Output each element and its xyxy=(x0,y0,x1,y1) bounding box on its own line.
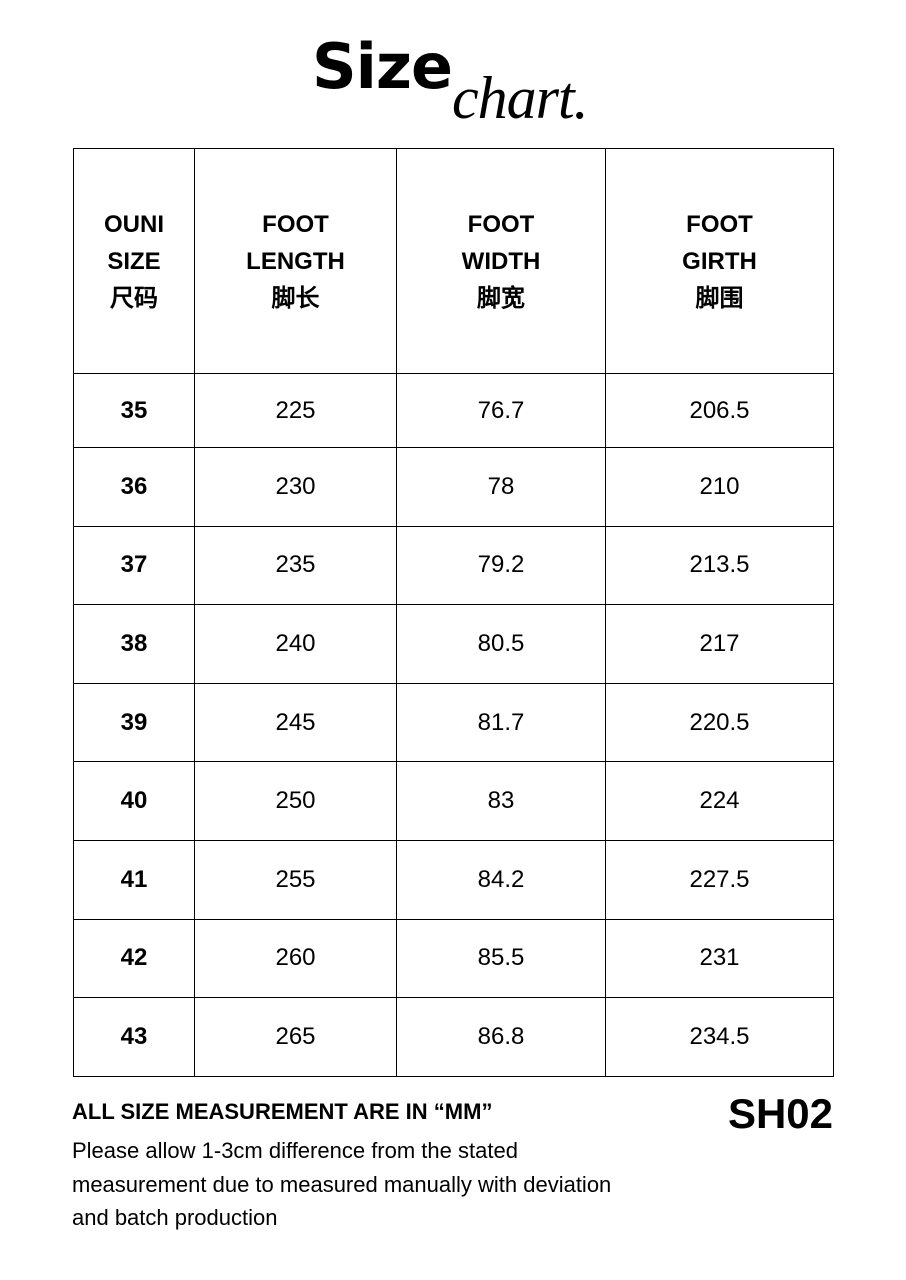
table-row: 36 230 78 210 xyxy=(73,447,834,527)
size-cell: 40 xyxy=(73,761,195,841)
header-line: 脚宽 xyxy=(477,284,525,312)
size-chart-title: Size chart. xyxy=(0,0,906,140)
header-line: FOOT xyxy=(262,210,329,238)
measurement-cell: 84.2 xyxy=(396,839,606,920)
measurement-cell: 213.5 xyxy=(605,525,834,606)
size-cell: 38 xyxy=(73,604,195,684)
measurement-cell: 265 xyxy=(194,997,397,1077)
header-line: OUNI xyxy=(104,210,164,238)
size-cell: 37 xyxy=(73,525,195,606)
header-line: WIDTH xyxy=(461,247,541,275)
measurement-cell: 231 xyxy=(605,918,834,999)
size-cell: 39 xyxy=(73,682,195,763)
measurement-cell: 220.5 xyxy=(605,682,834,763)
measurement-cell: 78 xyxy=(396,447,606,527)
table-row: 43 265 86.8 234.5 xyxy=(73,997,834,1077)
table-row: 41 255 84.2 227.5 xyxy=(73,839,834,920)
table-row: 40 250 83 224 xyxy=(73,761,834,841)
unit-note: ALL SIZE MEASUREMENT ARE IN “MM” xyxy=(72,1099,493,1124)
size-cell: 35 xyxy=(73,373,195,448)
table-row: 39 245 81.7 220.5 xyxy=(73,682,834,763)
measurement-cell: 83 xyxy=(396,761,606,841)
measurement-cell: 210 xyxy=(605,447,834,527)
column-header: FOOT WIDTH 脚宽 xyxy=(396,148,606,374)
size-cell: 43 xyxy=(73,997,195,1077)
table-row: 38 240 80.5 217 xyxy=(73,604,834,684)
header-row: OUNI SIZE 尺码 FOOT LENGTH 脚长 FOOT WIDTH 脚宽 FOOT GIR… xyxy=(73,148,834,374)
disclaimer-line: Please allow 1-3cm difference from the s… xyxy=(72,1138,518,1163)
header-line: GIRTH xyxy=(682,247,757,275)
header-line: FOOT xyxy=(467,210,535,238)
title-size: Size xyxy=(312,30,453,103)
measurement-cell: 224 xyxy=(605,761,834,841)
disclaimer: Please allow 1-3cm difference from the s… xyxy=(72,1134,712,1235)
header-line: SIZE xyxy=(107,247,161,275)
disclaimer-line: measurement due to measured manually wit… xyxy=(72,1171,612,1197)
header-line: FOOT xyxy=(686,210,753,238)
product-code: SH02 xyxy=(727,1090,833,1137)
header-line: 脚围 xyxy=(695,284,744,312)
measurement-cell: 85.5 xyxy=(396,918,606,999)
size-cell: 41 xyxy=(73,839,195,920)
table-row: 35 225 76.7 206.5 xyxy=(73,373,834,448)
header-line: 脚长 xyxy=(271,284,320,312)
measurement-cell: 225 xyxy=(194,373,397,448)
title-chart: chart. xyxy=(452,65,589,131)
measurement-cell: 81.7 xyxy=(396,682,606,763)
table-row: 42 260 85.5 231 xyxy=(73,918,834,999)
measurement-cell: 230 xyxy=(194,447,397,527)
measurement-cell: 217 xyxy=(605,604,834,684)
measurement-cell: 234.5 xyxy=(605,997,834,1077)
measurement-cell: 235 xyxy=(194,525,397,606)
measurement-cell: 255 xyxy=(194,839,397,920)
measurement-cell: 80.5 xyxy=(396,604,606,684)
column-header: FOOT GIRTH 脚围 xyxy=(605,148,834,374)
header-line: LENGTH xyxy=(246,247,345,275)
measurement-cell: 250 xyxy=(194,761,397,841)
size-cell: 42 xyxy=(73,918,195,999)
measurement-cell: 260 xyxy=(194,918,397,999)
disclaimer-line: and batch production xyxy=(72,1205,278,1230)
measurement-cell: 227.5 xyxy=(605,839,834,920)
column-header: OUNI SIZE 尺码 xyxy=(73,148,195,374)
header-line: 尺码 xyxy=(110,284,158,312)
measurement-cell: 240 xyxy=(194,604,397,684)
table-row: 37 235 79.2 213.5 xyxy=(73,525,834,606)
column-header: FOOT LENGTH 脚长 xyxy=(194,148,397,374)
measurement-cell: 206.5 xyxy=(605,373,834,448)
measurement-cell: 79.2 xyxy=(396,525,606,606)
measurement-cell: 76.7 xyxy=(396,373,606,448)
measurement-cell: 86.8 xyxy=(396,997,606,1077)
size-cell: 36 xyxy=(73,447,195,527)
size-table: OUNI SIZE 尺码 FOOT LENGTH 脚长 FOOT WIDTH 脚宽 FOOT GIR… xyxy=(73,148,834,1077)
measurement-cell: 245 xyxy=(194,682,397,763)
